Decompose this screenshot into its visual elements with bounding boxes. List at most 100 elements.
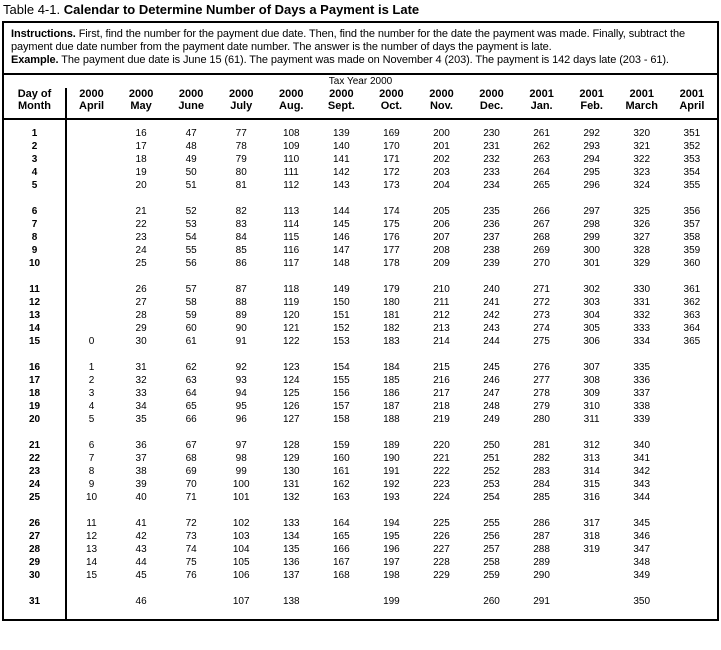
column-month-label: Oct. — [380, 100, 403, 112]
day-number-cell: 302 — [583, 284, 600, 295]
day-number-cell: 32 — [135, 375, 147, 386]
day-number-cell: 30 — [135, 336, 147, 347]
day-number-cell — [667, 478, 717, 491]
day-number-cell: 93 — [235, 375, 247, 386]
day-number-cell: 59 — [185, 310, 197, 321]
day-number-cell — [667, 452, 717, 465]
day-number-cell: 358 — [683, 232, 701, 243]
day-number-cell: 18 — [135, 154, 147, 165]
day-number-cell: 44 — [135, 557, 147, 568]
day-of-month-cell: 7 — [4, 218, 67, 231]
day-number-cell: 152 — [333, 323, 350, 334]
day-number-cell: 36 — [135, 440, 147, 451]
day-of-month-cell: 27 — [4, 530, 67, 543]
day-number-cell: 7 — [88, 453, 95, 464]
example-label: Example. — [11, 54, 59, 66]
day-number-cell — [567, 556, 617, 569]
day-number-cell: 224 — [433, 492, 450, 503]
month-column-header: 2000 July — [216, 88, 267, 120]
day-number-cell: 33 — [135, 388, 147, 399]
day-number-cell — [66, 244, 116, 257]
day-number-cell: 267 — [533, 219, 550, 230]
day-number-cell: 6 — [88, 440, 95, 451]
day-number-cell: 243 — [483, 323, 500, 334]
column-year-label: 2000 — [228, 88, 254, 100]
day-number-cell: 26 — [135, 284, 147, 295]
day-number-cell: 186 — [383, 388, 400, 399]
day-number-cell: 185 — [383, 375, 400, 386]
day-number-cell — [66, 231, 116, 244]
day-of-month-cell: 17 — [4, 374, 67, 387]
day-number-cell: 334 — [633, 336, 651, 347]
column-month-label: July — [230, 100, 253, 112]
day-number-cell: 343 — [633, 479, 651, 490]
column-year-label: 2000 — [279, 88, 304, 100]
day-number-cell: 159 — [333, 440, 350, 451]
day-number-cell: 71 — [185, 492, 197, 503]
day-number-cell: 271 — [533, 284, 550, 295]
instructions-text: First, find the number for the payment d… — [11, 28, 685, 53]
day-number-cell: 158 — [333, 414, 350, 425]
day-number-cell: 248 — [483, 401, 500, 412]
day-number-cell: 364 — [683, 323, 701, 334]
day-number-cell: 131 — [282, 479, 300, 490]
instructions-paragraph: Instructions. First, find the number for… — [11, 28, 710, 54]
column-month-label: Dec. — [479, 100, 504, 112]
day-number-cell: 3 — [88, 388, 95, 399]
day-number-cell: 336 — [633, 375, 651, 386]
day-number-cell: 178 — [383, 258, 400, 269]
day-number-cell: 346 — [633, 531, 651, 542]
day-number-cell: 147 — [333, 245, 350, 256]
day-number-cell: 52 — [185, 206, 197, 217]
column-year-label: 2001 — [679, 88, 705, 100]
day-number-cell: 360 — [683, 258, 701, 269]
day-number-cell: 54 — [185, 232, 197, 243]
day-number-cell: 225 — [433, 518, 450, 529]
day-number-cell: 203 — [433, 167, 450, 178]
day-number-cell: 58 — [185, 297, 197, 308]
table-row: 17 2 32 63 93 124 155 185 216 246 277 308 336 — [4, 374, 717, 387]
day-number-cell: 283 — [533, 466, 550, 477]
day-of-month-cell: 12 — [4, 296, 67, 309]
day-number-cell: 124 — [282, 375, 300, 386]
day-number-cell: 57 — [185, 284, 197, 295]
day-number-cell: 28 — [135, 310, 147, 321]
day-number-cell — [567, 582, 617, 619]
day-number-cell: 363 — [683, 310, 701, 321]
day-number-cell: 199 — [383, 596, 400, 607]
day-number-cell: 22 — [135, 219, 147, 230]
day-number-cell: 195 — [383, 531, 400, 542]
day-number-cell: 16 — [135, 128, 147, 139]
day-of-month-cell: 23 — [4, 465, 67, 478]
day-number-cell: 146 — [333, 232, 350, 243]
day-number-cell: 324 — [633, 180, 651, 191]
day-number-cell: 50 — [185, 167, 197, 178]
day-number-cell: 261 — [533, 128, 550, 139]
month-column-header: 2001 March — [616, 88, 667, 120]
table-row: 29 14 44 75 105 136 167 197 228 258 289 348 — [4, 556, 717, 569]
day-of-month-header: Day of Month — [4, 88, 67, 120]
day-number-cell: 275 — [533, 336, 550, 347]
day-number-cell: 8 — [88, 466, 95, 477]
day-number-cell: 201 — [433, 141, 450, 152]
day-number-cell: 335 — [633, 362, 651, 373]
day-number-cell: 258 — [483, 557, 500, 568]
day-number-cell — [667, 556, 717, 569]
day-number-cell: 79 — [235, 154, 247, 165]
day-number-cell: 230 — [483, 128, 500, 139]
day-number-cell: 270 — [533, 258, 550, 269]
day-number-cell: 20 — [135, 180, 147, 191]
day-number-cell: 115 — [283, 232, 300, 243]
day-number-cell: 133 — [282, 518, 300, 529]
day-number-cell: 162 — [333, 479, 350, 490]
table-row: 7 22 53 83 114 145 175 206 236 267 298 326 357 — [4, 218, 717, 231]
day-number-cell: 295 — [583, 167, 600, 178]
table-row: 15 0 30 61 91 122 153 183 214 244 275 306 334 365 — [4, 335, 717, 348]
table-row: 21 6 36 67 97 128 159 189 220 250 281 312 340 — [4, 426, 717, 452]
day-number-cell: 209 — [433, 258, 450, 269]
day-number-cell — [66, 322, 116, 335]
day-number-cell: 145 — [333, 219, 350, 230]
day-of-month-cell: 11 — [4, 270, 67, 296]
day-number-cell: 164 — [333, 518, 350, 529]
column-year-label: 2001 — [629, 88, 654, 100]
